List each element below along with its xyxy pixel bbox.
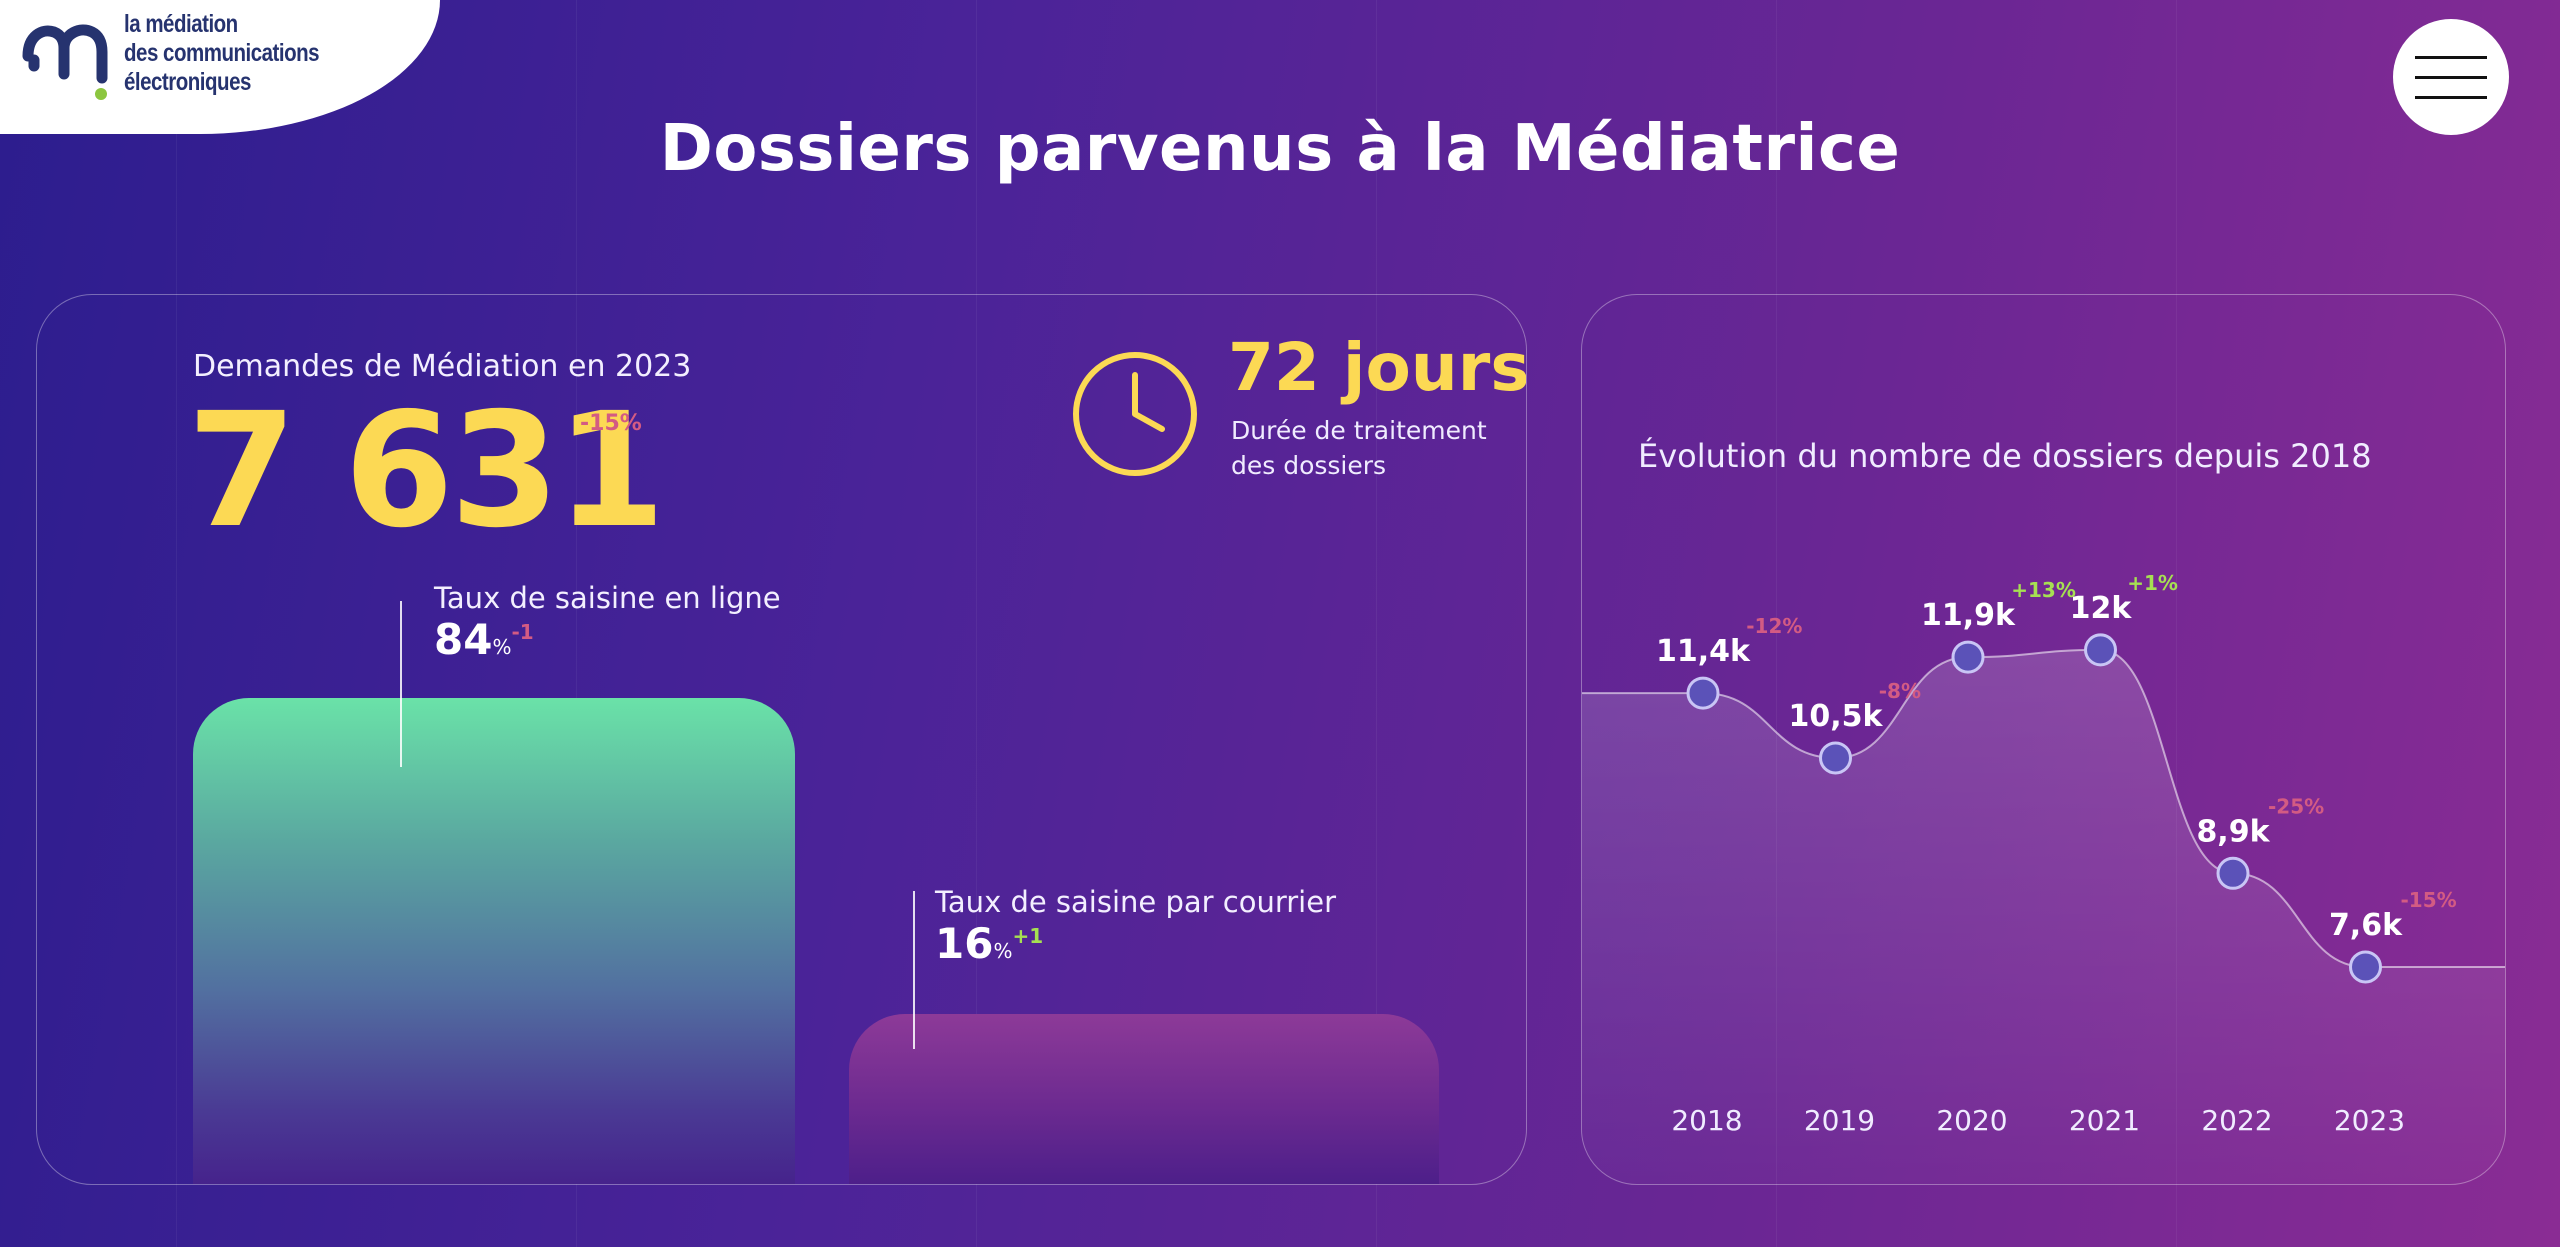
menu-button[interactable] xyxy=(2393,19,2509,135)
chart-line xyxy=(1582,648,2505,968)
chart-point xyxy=(2216,856,2250,890)
demandes-change-badge: -15% xyxy=(580,411,642,436)
chart-title: Évolution du nombre de dossiers depuis 2… xyxy=(1638,437,2372,475)
change-label: -15% xyxy=(2401,888,2457,912)
evolution-card: Évolution du nombre de dossiers depuis 2… xyxy=(1581,294,2506,1185)
x-tick-label: 2021 xyxy=(2069,1104,2140,1137)
chart-point xyxy=(2349,950,2382,984)
x-tick-label: 2019 xyxy=(1804,1104,1875,1137)
requests-card: Demandes de Médiation en 2023 7 631 -15%… xyxy=(36,294,1527,1185)
chart-point xyxy=(2084,633,2117,667)
mail-share-bar xyxy=(849,1014,1439,1184)
x-tick-label: 2018 xyxy=(1671,1104,1742,1137)
online-share-unit: % xyxy=(492,635,512,659)
processing-time-value: 72 jours xyxy=(1228,329,1527,406)
data-label: 7,6k xyxy=(2329,908,2403,943)
page-title: Dossiers parvenus à la Médiatrice xyxy=(659,112,1901,186)
logo-mark-icon xyxy=(22,24,108,100)
data-label: 10,5k xyxy=(1789,699,1884,734)
change-label: +1% xyxy=(2127,571,2178,595)
mail-share-unit: % xyxy=(993,939,1013,963)
online-share-number: 84 xyxy=(434,615,493,664)
x-tick-label: 2023 xyxy=(2334,1104,2405,1137)
mail-share-change: +1 xyxy=(1012,924,1044,948)
online-share-value: 84%-1 xyxy=(434,615,534,664)
logo[interactable]: la médiation des communications électron… xyxy=(0,0,440,134)
mail-share-number: 16 xyxy=(935,919,994,968)
online-share-change: -1 xyxy=(511,620,534,644)
x-tick-label: 2022 xyxy=(2201,1104,2272,1137)
change-label: -12% xyxy=(1746,614,1802,638)
data-label: 8,9k xyxy=(2196,814,2270,849)
chart-area xyxy=(1582,649,2505,1184)
data-label: 11,4k xyxy=(1656,634,1751,669)
chart-point xyxy=(1686,676,1720,710)
mail-share-value: 16%+1 xyxy=(935,919,1043,968)
mail-pointer-line xyxy=(913,891,915,1049)
clock-icon xyxy=(1073,352,1197,476)
change-label: -25% xyxy=(2268,794,2324,818)
logo-name: la médiation des communications électron… xyxy=(124,10,320,96)
chart-point xyxy=(1819,741,1852,775)
x-tick-label: 2020 xyxy=(1936,1104,2007,1137)
online-share-bar xyxy=(193,698,795,1184)
data-label: 11,9k xyxy=(1921,598,2016,633)
mail-share-label: Taux de saisine par courrier xyxy=(935,885,1337,919)
change-label: -8% xyxy=(1879,679,1921,703)
evolution-chart: 11,4k-12% 2018 10,5k-8% 2019 11,9k+13% 2020 12… xyxy=(1582,571,2505,1184)
online-pointer-line xyxy=(400,601,402,767)
data-label: 12k xyxy=(2070,591,2133,626)
demandes-value: 7 631 xyxy=(187,379,666,563)
processing-time-caption: Durée de traitement des dossiers xyxy=(1231,416,1487,480)
chart-point xyxy=(1951,640,1985,674)
change-label: +13% xyxy=(2011,578,2076,602)
demandes-label: Demandes de Médiation en 2023 xyxy=(193,349,692,384)
online-share-label: Taux de saisine en ligne xyxy=(434,581,781,615)
